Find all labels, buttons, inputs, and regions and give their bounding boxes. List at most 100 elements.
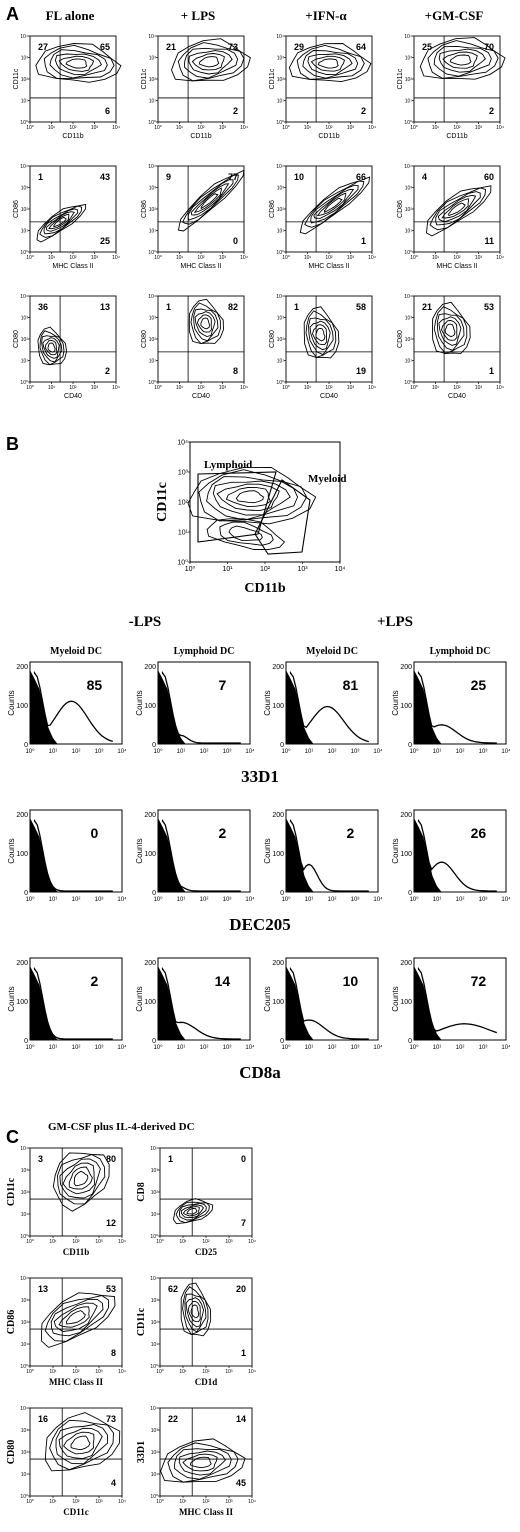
histogram-plot: 10⁰ 10¹ 10² 10³ 10⁴ 0 100 200 Counts 14 xyxy=(135,957,255,1051)
y-tick-label: 10¹ xyxy=(178,529,189,536)
contour-line xyxy=(41,1292,116,1348)
contour-line xyxy=(200,317,211,330)
x-tick-label: 10¹ xyxy=(49,1369,57,1375)
contour-line xyxy=(177,42,245,82)
y-tick-label: 200 xyxy=(144,960,156,967)
y-tick-label: 10¹ xyxy=(21,1212,29,1218)
contour-line xyxy=(185,1297,204,1328)
x-tick-label: 10⁰ xyxy=(153,748,163,755)
x-tick-label: 10¹ xyxy=(177,749,186,755)
contour-line xyxy=(288,43,372,83)
contour-line xyxy=(228,525,263,541)
contour-line xyxy=(206,518,286,551)
x-tick-label: 10² xyxy=(328,897,337,903)
contour-line xyxy=(187,1300,201,1323)
contour-line xyxy=(57,1154,106,1205)
x-tick-label: 10⁴ xyxy=(117,896,127,903)
x-tick-label: 10⁰ xyxy=(153,1044,163,1051)
y-tick-label: 100 xyxy=(400,851,412,858)
y-tick-label: 10¹ xyxy=(149,358,157,364)
contour-line xyxy=(323,198,343,213)
contour-line xyxy=(184,1293,207,1333)
x-tick-label: 10³ xyxy=(351,897,360,903)
y-axis-label: Counts xyxy=(263,690,272,715)
y-tick-label: 10² xyxy=(21,1190,29,1196)
x-tick-label: 10⁴ xyxy=(501,1044,511,1051)
x-tick-label: 10³ xyxy=(91,255,99,261)
x-tick-label: 10⁰ xyxy=(410,125,418,131)
quadrant-value-lr: 4 xyxy=(111,1478,116,1488)
contour-line xyxy=(49,1419,114,1471)
percent-positive-value: 2 xyxy=(347,825,355,841)
y-axis-label: CD86 xyxy=(13,200,20,218)
x-tick-label: 10⁴ xyxy=(373,748,383,755)
quadrant-value-lr: 8 xyxy=(111,1348,116,1358)
x-axis-label: CD11b xyxy=(318,133,339,140)
quadrant-value-lr: 0 xyxy=(233,236,238,246)
y-tick-label: 10³ xyxy=(149,55,157,61)
x-tick-label: 10² xyxy=(325,385,333,391)
contour-line xyxy=(47,342,56,353)
y-tick-label: 10⁴ xyxy=(404,294,412,300)
y-tick-label: 200 xyxy=(144,812,156,819)
y-tick-label: 10¹ xyxy=(405,98,413,104)
panel-c-title: GM-CSF plus IL-4-derived DC xyxy=(48,1121,195,1133)
contour-line xyxy=(39,330,65,366)
x-tick-label: 10⁴ xyxy=(117,1044,127,1051)
y-tick-label: 10⁰ xyxy=(150,1494,158,1500)
y-tick-label: 10² xyxy=(21,77,29,83)
x-axis-label: MHC Class II xyxy=(436,263,477,270)
y-tick-label: 200 xyxy=(400,812,412,819)
contour-line xyxy=(54,53,102,76)
contour-line xyxy=(58,55,95,72)
x-tick-label: 10⁴ xyxy=(496,125,504,131)
x-tick-label: 10² xyxy=(325,255,333,261)
y-axis-label: CD86 xyxy=(141,200,148,218)
x-tick-label: 10⁴ xyxy=(496,255,504,261)
y-tick-label: 10¹ xyxy=(21,228,29,234)
contour-line xyxy=(180,1204,205,1219)
contour-line xyxy=(68,1166,93,1190)
quadrant-value-lr: 25 xyxy=(100,236,110,246)
y-tick-label: 100 xyxy=(144,703,156,710)
x-tick-label: 10¹ xyxy=(49,1045,58,1051)
y-tick-label: 10² xyxy=(405,77,413,83)
y-axis-label: CD11c xyxy=(6,1177,17,1206)
y-axis-label: CD86 xyxy=(6,1310,17,1334)
contour-line xyxy=(196,314,212,333)
x-tick-label: 10³ xyxy=(479,749,488,755)
percent-positive-value: 81 xyxy=(343,677,359,693)
x-tick-label: 10⁴ xyxy=(240,255,248,261)
x-tick-label: 10² xyxy=(260,566,271,573)
y-tick-label: 0 xyxy=(24,890,28,897)
x-tick-label: 10³ xyxy=(95,1239,103,1245)
panel-letter-b: B xyxy=(6,434,19,454)
x-tick-label: 10³ xyxy=(297,566,308,573)
y-tick-label: 10² xyxy=(149,77,157,83)
x-tick-label: 10² xyxy=(328,1045,337,1051)
quadrant-value-ul: 29 xyxy=(294,42,304,52)
y-tick-label: 0 xyxy=(408,890,412,897)
histogram-plot: 10⁰ 10¹ 10² 10³ 10⁴ 0 100 200 Counts 10 xyxy=(263,957,383,1051)
y-axis-label: CD86 xyxy=(397,200,404,218)
y-tick-label: 100 xyxy=(16,851,28,858)
contour-line xyxy=(442,51,478,69)
y-tick-label: 10⁴ xyxy=(20,1146,28,1152)
y-tick-label: 10⁰ xyxy=(20,250,28,256)
marker-label: 33D1 xyxy=(241,767,279,786)
quadrant-value-ur: 43 xyxy=(100,172,110,182)
contour-line xyxy=(44,1295,109,1342)
x-tick-label: 10⁰ xyxy=(156,1239,164,1245)
x-tick-label: 10² xyxy=(72,1239,80,1245)
x-tick-label: 10⁴ xyxy=(117,748,127,755)
contour-line xyxy=(190,302,221,345)
contour-line xyxy=(310,184,359,224)
quadrant-value-lr: 2 xyxy=(233,106,238,116)
contour-line xyxy=(432,301,471,354)
x-axis-label: CD40 xyxy=(64,393,82,400)
x-tick-label: 10⁴ xyxy=(368,255,376,261)
